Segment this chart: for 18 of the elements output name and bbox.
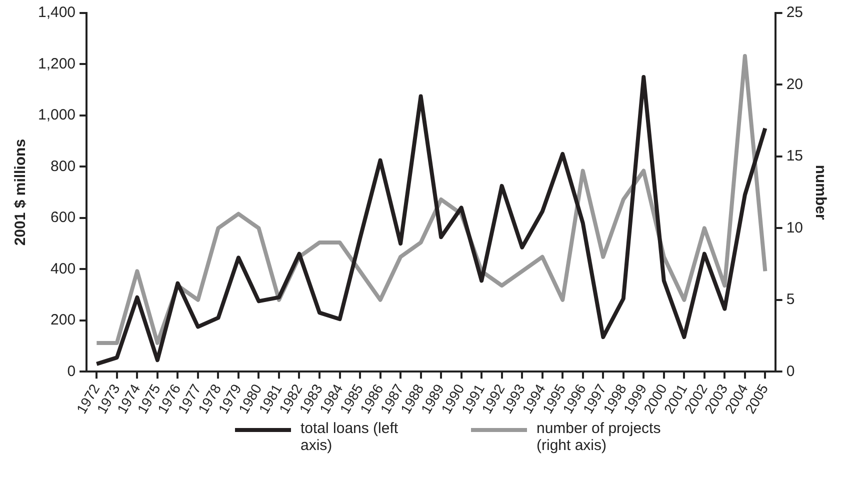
y2-tick-label: 25 [786,4,804,22]
legend-label: number of projects (right axis) [536,420,662,454]
y-tick-label: 0 [67,362,76,380]
y-tick-label: 1,200 [38,55,76,72]
y2-tick-label: 15 [786,148,804,165]
y-tick-label: 1,000 [38,106,76,124]
y-tick-label: 600 [50,209,76,226]
y2-tick-label: 5 [786,291,795,308]
y2-tick-label: 20 [786,76,804,93]
y-axis-title: 2001 $ millions [12,138,30,246]
y-tick-label: 200 [50,312,76,329]
y2-axis-title: number [812,164,829,220]
legend-label: total loans (left axis) [300,420,400,454]
y2-tick-label: 10 [786,219,804,236]
y-tick-label: 1,400 [38,4,76,22]
y-tick-label: 400 [50,260,76,278]
y-tick-label: 800 [50,158,76,175]
y2-tick-label: 0 [786,362,795,380]
